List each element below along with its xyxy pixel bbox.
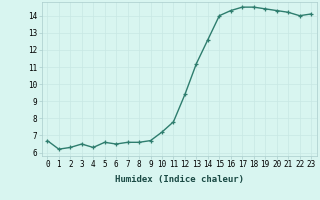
- X-axis label: Humidex (Indice chaleur): Humidex (Indice chaleur): [115, 175, 244, 184]
